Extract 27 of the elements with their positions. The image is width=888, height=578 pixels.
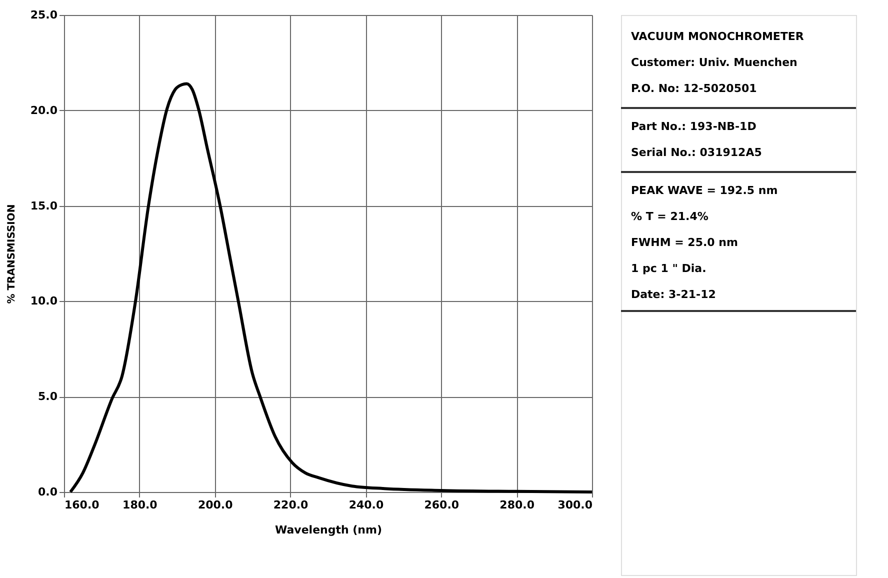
x-tick-label: 160.0 [64,498,100,512]
y-tick-label: 25.0 [30,8,58,22]
text: Part No.: 193-NB-1D [631,120,756,133]
text: Serial No.: 031912A5 [631,146,762,159]
text: Customer: Univ. Muenchen [631,56,798,69]
x-tick-label: 280.0 [500,498,535,512]
x-tick-label: 300.0 [558,498,593,512]
x-tick-label: 200.0 [198,498,234,512]
y-tick-label: 10.0 [30,294,58,308]
text: PEAK WAVE = 192.5 nm [631,184,778,197]
x-tick-label: 220.0 [273,498,309,512]
text: % T = 21.4% [631,210,708,223]
y-tick-label: 20.0 [30,104,58,117]
y-tick-label: 15.0 [30,199,58,212]
x-tick-label: 240.0 [348,498,384,512]
text: VACUUM MONOCHROMETER [631,30,804,43]
line-series [68,82,594,494]
text: P.O. No: 12-5020501 [631,82,757,95]
y-tick-label: 5.0 [38,390,58,404]
text: Date: 3-21-12 [631,288,716,301]
text: 1 pc 1 " Dia. [631,262,706,275]
y-axis-title: % TRANSMISSION [6,204,18,304]
x-tick-label: 260.0 [424,498,460,512]
x-axis-title: Wavelength (nm) [275,524,382,536]
x-tick-label: 180.0 [122,498,158,512]
text: FWHM = 25.0 nm [631,236,738,249]
y-tick-label: 0.0 [38,486,58,498]
